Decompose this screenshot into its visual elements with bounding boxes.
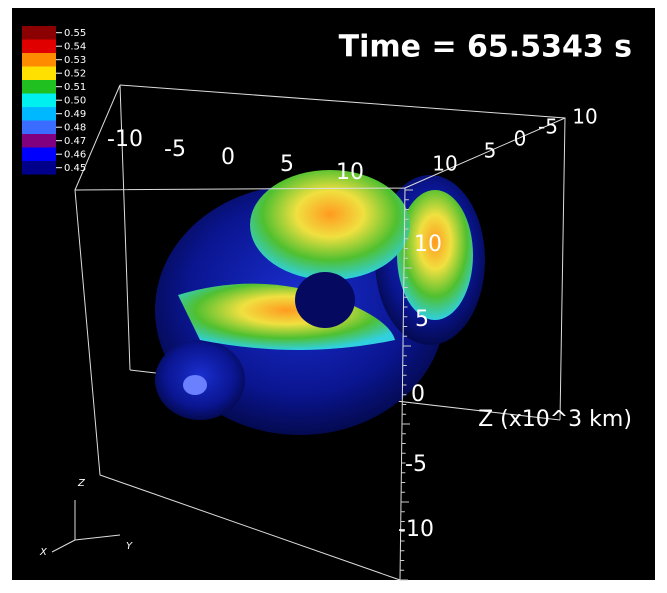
time-label: Time = 65.5343 s: [339, 30, 632, 65]
legend-swatch: [22, 39, 56, 53]
tick-label: 10: [432, 152, 457, 176]
tick-label: 0: [221, 145, 235, 170]
legend-label: 0.45: [64, 163, 86, 174]
tick-label: 0: [514, 127, 527, 151]
axis-title: Z (x10^3 km): [478, 407, 632, 432]
tick-label: -5: [538, 115, 558, 139]
tick-label: 5: [484, 139, 497, 163]
legend-swatch: [22, 26, 56, 40]
axis-triad: Z X Y: [39, 478, 133, 558]
legend-label: 0.47: [64, 136, 86, 147]
tick-label: 5: [415, 307, 429, 332]
legend-swatch: [22, 134, 56, 148]
tick-label: 10: [414, 232, 442, 257]
tick-label: -10: [398, 517, 434, 542]
legend-swatch: [22, 161, 56, 175]
legend-label: 0.48: [64, 123, 86, 134]
legend-swatch: [22, 107, 56, 121]
bounding-box-front: [74, 84, 566, 581]
legend-swatch: [22, 66, 56, 80]
tick-label: -5: [164, 137, 186, 162]
legend-label: 0.53: [64, 55, 86, 66]
legend-label: 0.51: [64, 82, 86, 93]
tick-label: 5: [280, 152, 294, 177]
legend-swatch: [22, 120, 56, 134]
legend-label: 0.54: [64, 42, 86, 53]
triad-label: Y: [126, 541, 133, 552]
legend-label: 0.52: [64, 69, 86, 80]
legend-label: 0.49: [64, 109, 86, 120]
tick-label: 10: [336, 160, 364, 185]
tick-label: -5: [405, 452, 427, 477]
legend-label: 0.46: [64, 150, 86, 161]
legend: 0.55 0.54 0.53 0.52 0.51 0.50 0.49 0.48 0.47 0.46…: [22, 26, 86, 175]
tick-label: 10: [572, 105, 597, 129]
legend-swatch: [22, 53, 56, 67]
legend-swatch: [22, 147, 56, 161]
legend-swatch: [22, 93, 56, 107]
tick-label: 0: [411, 382, 425, 407]
triad-label: Z: [77, 478, 86, 489]
legend-label: 0.55: [64, 28, 86, 39]
legend-swatch: [22, 80, 56, 94]
legend-label: 0.50: [64, 96, 86, 107]
triad-label: X: [39, 547, 48, 558]
volume-render: [155, 170, 485, 435]
tick-label: -10: [107, 127, 143, 152]
